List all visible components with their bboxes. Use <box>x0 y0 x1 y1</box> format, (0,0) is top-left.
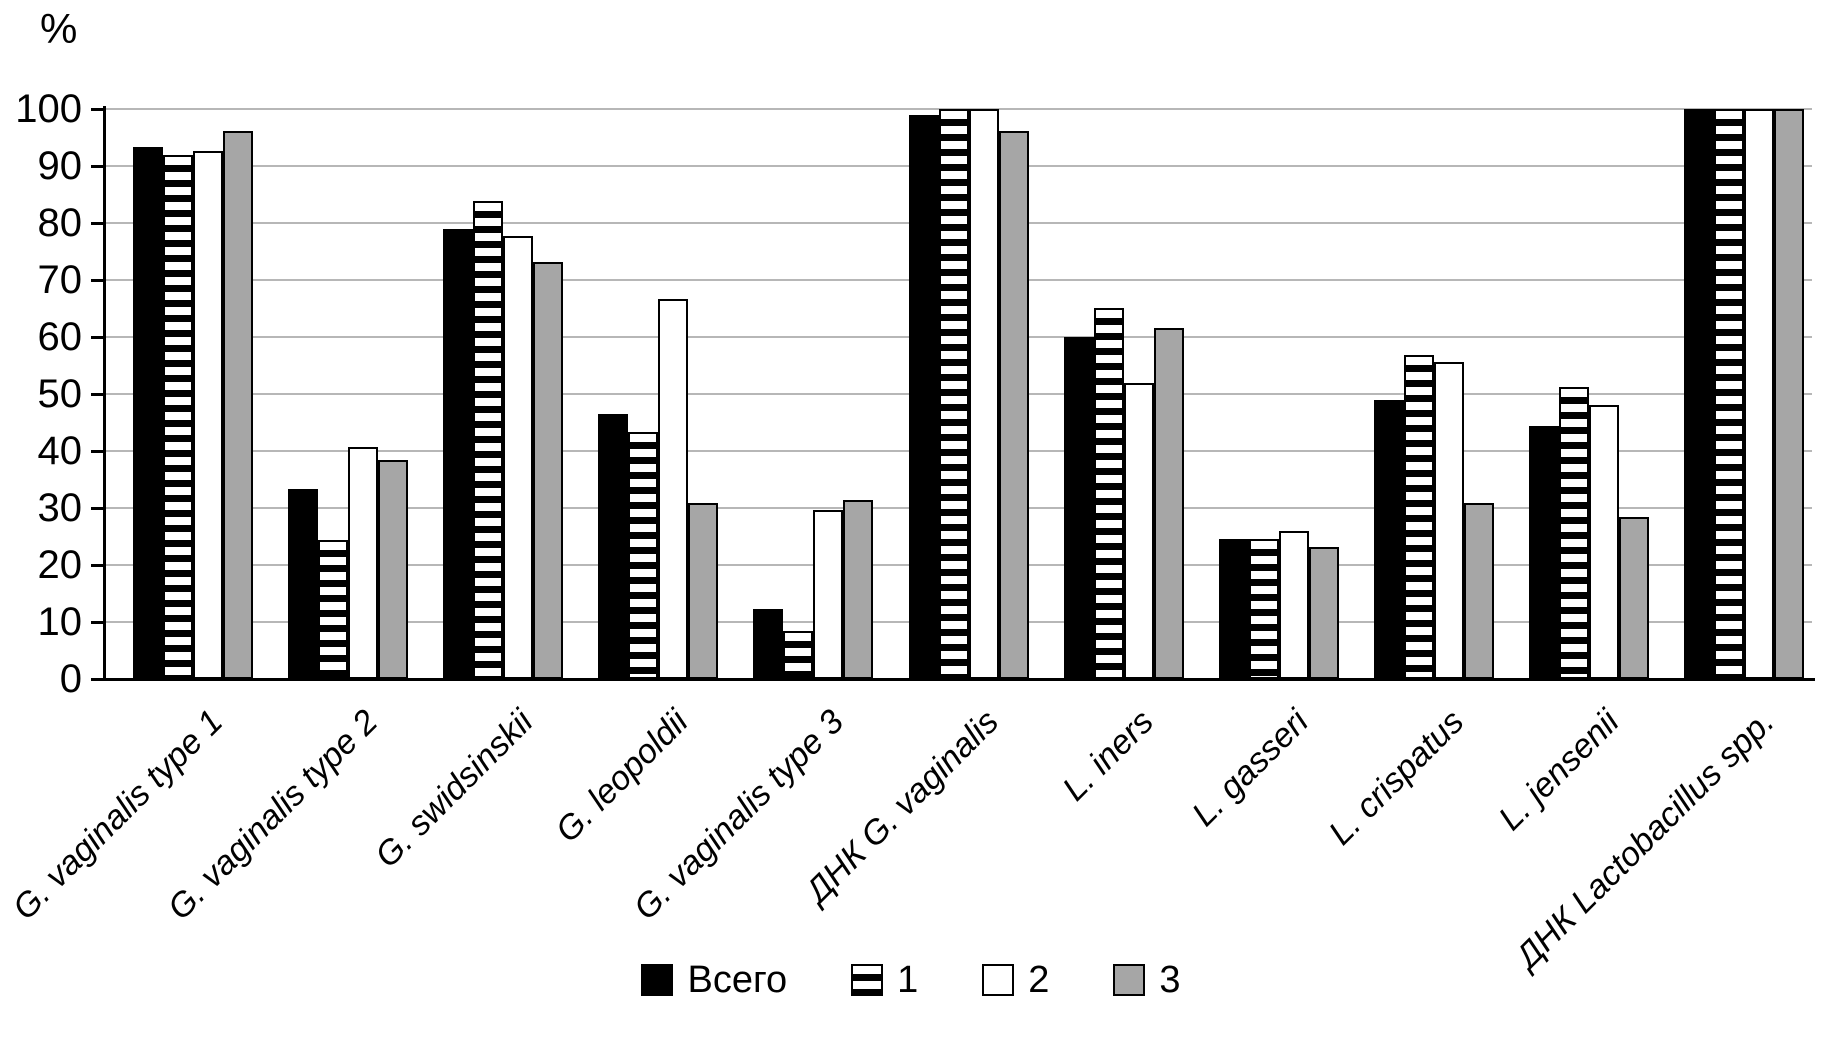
bar-black <box>1219 539 1249 679</box>
bar-black <box>1374 400 1404 679</box>
y-axis-tick <box>91 222 105 225</box>
bar-white <box>969 109 999 679</box>
y-axis-tick <box>91 165 105 168</box>
legend-label: 1 <box>897 959 919 1001</box>
legend-swatch-black <box>641 964 674 996</box>
bar-white <box>1744 109 1774 679</box>
x-axis-category-label: L. jensenii <box>1491 702 1627 838</box>
bar-stripes <box>318 540 348 679</box>
legend-label: 2 <box>1028 959 1050 1001</box>
bar-stripes <box>473 201 503 679</box>
y-axis-tick-label: 40 <box>37 429 83 473</box>
bar-gray <box>688 503 718 679</box>
legend-swatch-white <box>982 964 1015 996</box>
bar-white <box>813 510 843 679</box>
y-axis-tick-label: 60 <box>37 315 83 359</box>
bar-stripes <box>628 432 658 679</box>
legend: Всего 1 2 3 <box>0 950 1822 1010</box>
bar-white <box>348 447 378 679</box>
legend-swatch-gray <box>1113 964 1146 996</box>
x-axis-category-label: G. leopoldii <box>548 702 696 850</box>
y-axis-tick <box>91 450 105 453</box>
x-axis-category-label: L. iners <box>1055 702 1162 809</box>
y-axis-unit-label: % <box>40 5 78 52</box>
bar-stripes <box>1714 109 1744 679</box>
bar-gray <box>843 500 873 679</box>
bar-stripes <box>163 155 193 679</box>
legend-item: 1 <box>851 961 918 999</box>
y-axis-tick-label: 100 <box>15 87 82 131</box>
bar-white <box>1279 531 1309 679</box>
bar-gray <box>533 262 563 679</box>
bar-black <box>909 115 939 679</box>
y-axis-tick-label: 10 <box>37 600 83 644</box>
y-axis-tick <box>91 108 105 111</box>
bar-stripes <box>1404 355 1434 679</box>
bar-gray <box>1154 328 1184 679</box>
bar-white <box>658 299 688 679</box>
bar-stripes <box>1559 387 1589 679</box>
bar-gray <box>378 460 408 679</box>
bar-stripes <box>783 631 813 679</box>
bar-black <box>1684 109 1714 679</box>
bar-white <box>1124 383 1154 679</box>
y-axis-tick-label: 30 <box>37 486 83 530</box>
x-axis-category-label: L. crispatus <box>1321 702 1472 853</box>
y-axis-tick-label: 80 <box>37 201 83 245</box>
y-axis-line <box>103 106 106 681</box>
bar-white <box>1434 362 1464 679</box>
bar-gray <box>1309 547 1339 679</box>
bar-gray <box>1774 109 1804 679</box>
legend-swatch-stripes <box>851 964 884 996</box>
y-axis-tick <box>91 621 105 624</box>
legend-label: Всего <box>687 959 788 1001</box>
bar-gray <box>223 131 253 679</box>
bar-black <box>753 609 783 679</box>
bar-white <box>503 236 533 679</box>
bar-stripes <box>1094 308 1124 679</box>
legend-item: 3 <box>1113 959 1181 1001</box>
y-axis-tick-label: 70 <box>37 258 83 302</box>
y-axis-tick <box>91 507 105 510</box>
x-axis-category-label: ДНК Lactobacillus spp. <box>1508 702 1782 976</box>
y-axis-tick-label: 50 <box>37 372 83 416</box>
y-axis-tick <box>91 279 105 282</box>
bar-stripes <box>1249 539 1279 679</box>
legend-label: 3 <box>1159 959 1181 1001</box>
bar-black <box>133 147 163 679</box>
x-axis-line <box>103 678 1815 681</box>
bar-stripes <box>939 109 969 679</box>
legend-item: Всего <box>641 961 787 999</box>
bar-gray <box>1619 517 1649 679</box>
bar-black <box>443 229 473 679</box>
bar-white <box>193 151 223 679</box>
y-axis-tick <box>91 564 105 567</box>
y-axis-tick-label: 20 <box>37 543 83 587</box>
x-axis-category-label: G. swidsinskii <box>367 702 541 876</box>
bar-gray <box>999 131 1029 679</box>
bar-black <box>288 489 318 679</box>
bar-white <box>1589 405 1619 679</box>
bar-black <box>1529 426 1559 679</box>
bar-gray <box>1464 503 1494 679</box>
y-axis-tick <box>91 393 105 396</box>
y-axis-tick-label: 90 <box>37 144 83 188</box>
legend-item: 2 <box>982 961 1049 999</box>
y-axis-tick <box>91 678 105 681</box>
bar-black <box>598 414 628 679</box>
y-axis-tick <box>91 336 105 339</box>
x-axis-category-label: L. gasseri <box>1185 702 1317 834</box>
bar-black <box>1064 337 1094 679</box>
y-axis-tick-label: 0 <box>59 657 82 701</box>
